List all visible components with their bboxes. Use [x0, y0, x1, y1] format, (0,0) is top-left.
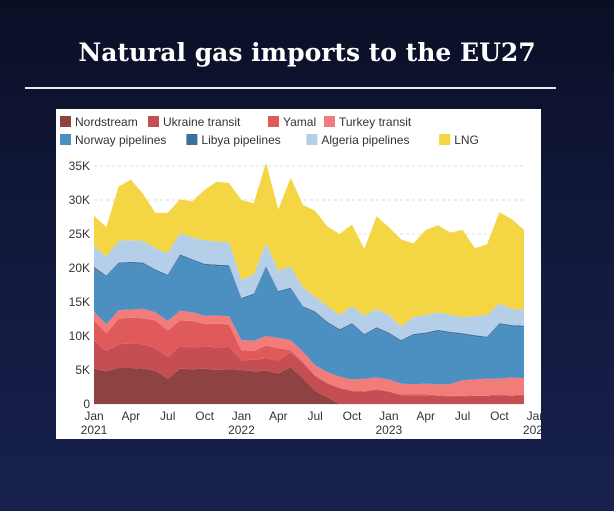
legend-swatch-nordstream [60, 116, 71, 127]
x-tick-year-label: 2023 [376, 423, 403, 437]
legend-label-algeria-pipelines: Algeria pipelines [321, 133, 409, 147]
legend-label-ukraine-transit: Ukraine transit [163, 115, 241, 129]
stacked-area-chart: Nordstream Ukraine transit Yamal Turkey tra… [60, 115, 541, 437]
legend-label-lng: LNG [454, 133, 479, 147]
y-tick-label: 35K [69, 159, 90, 173]
y-tick-label: 20K [69, 261, 90, 275]
x-tick-year-label: 2021 [81, 423, 108, 437]
legend-label-turkey-transit: Turkey transit [339, 115, 412, 129]
x-tick-year-label: 2024 [523, 423, 541, 437]
page-title: Natural gas imports to the EU27 [78, 38, 536, 67]
area-turkey-transit [94, 308, 524, 396]
chart-areas [94, 162, 524, 404]
x-tick-label: Jul [307, 409, 322, 423]
legend-swatch-yamal [268, 116, 279, 127]
legend-label-libya-pipelines: Libya pipelines [201, 133, 280, 147]
y-tick-label: 30K [69, 193, 90, 207]
area-nordstream [94, 367, 524, 404]
x-tick-label: Apr [416, 409, 435, 423]
area-norway-pipelines [94, 255, 524, 385]
y-tick-label: 0 [83, 397, 90, 411]
x-tick-label: Jul [455, 409, 470, 423]
legend-swatch-ukraine-transit [148, 116, 159, 127]
chart-legend: Nordstream Ukraine transit Yamal Turkey tra… [60, 115, 479, 147]
legend-label-norway-pipelines: Norway pipelines [75, 133, 166, 147]
x-tick-label: Jan [232, 409, 251, 423]
x-tick-year-label: 2022 [228, 423, 255, 437]
x-tick-label: Jan [84, 409, 103, 423]
x-tick-label: Jan [527, 409, 541, 423]
y-tick-label: 10K [69, 329, 90, 343]
chart-panel: Nordstream Ukraine transit Yamal Turkey tra… [56, 109, 541, 439]
legend-swatch-turkey-transit [324, 116, 335, 127]
legend-swatch-algeria-pipelines [306, 134, 318, 145]
title-divider [25, 87, 556, 89]
y-tick-label: 5K [75, 363, 90, 377]
area-algeria-pipelines [94, 233, 524, 341]
area-lng [94, 162, 524, 327]
x-tick-label: Oct [195, 409, 214, 423]
y-tick-label: 25K [69, 227, 90, 241]
legend-label-yamal: Yamal [283, 115, 316, 129]
y-tick-label: 15K [69, 295, 90, 309]
legend-swatch-lng [439, 134, 451, 145]
x-tick-label: Apr [269, 409, 288, 423]
area-yamal [94, 317, 524, 397]
legend-swatch-libya-pipelines [186, 134, 198, 145]
area-libya-pipelines [94, 254, 524, 342]
legend-label-nordstream: Nordstream [75, 115, 138, 129]
x-tick-label: Apr [122, 409, 141, 423]
x-tick-label: Oct [490, 409, 509, 423]
legend-swatch-norway-pipelines [60, 134, 71, 145]
x-tick-label: Jul [160, 409, 175, 423]
area-ukraine-transit [94, 340, 524, 404]
x-tick-label: Jan [379, 409, 398, 423]
x-tick-label: Oct [343, 409, 362, 423]
